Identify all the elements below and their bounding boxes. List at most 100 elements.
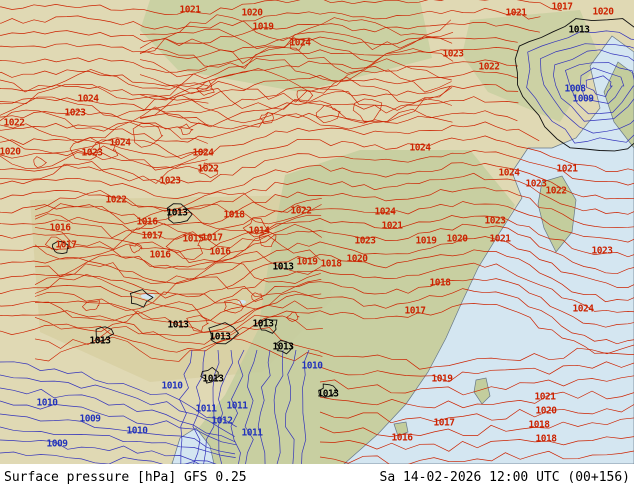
contour-line (208, 322, 240, 345)
contour-line (319, 436, 634, 452)
contour-line (34, 336, 323, 362)
contour-line (319, 390, 634, 409)
contour-line (289, 37, 305, 51)
contour-line (242, 217, 270, 238)
chart-valid-time: Sa 14-02-2026 12:00 UTC (00+156) (379, 469, 630, 485)
map-canvas (0, 0, 634, 464)
contour-line (0, 135, 634, 172)
terrain-layer (30, 0, 634, 464)
contour-line (0, 106, 209, 132)
contour-line (33, 156, 47, 168)
contour-line (540, 43, 634, 134)
contour-line (203, 349, 220, 464)
qinghai-lake (141, 293, 155, 299)
contour-line (526, 30, 634, 144)
contour-line (318, 383, 338, 398)
contour-line (166, 203, 193, 224)
contour-line (296, 89, 314, 103)
contour-line (89, 139, 119, 161)
contour-line (0, 84, 519, 114)
contour-line (273, 349, 284, 464)
isobars-high-pressure (0, 0, 634, 464)
contour-line (0, 150, 634, 186)
contour-line (0, 159, 208, 184)
bay-of-bengal-sea (171, 427, 215, 464)
contour-line (0, 215, 634, 258)
contour-line (52, 240, 69, 255)
contour-line (139, 28, 454, 50)
contour-line (0, 361, 237, 428)
contour-line (301, 349, 310, 464)
contour-line (0, 187, 634, 229)
contour-line (34, 235, 321, 263)
contour-line (139, 108, 453, 130)
contour-line (69, 137, 101, 161)
contour-line (514, 18, 634, 152)
taiwan-island (473, 377, 491, 405)
contour-line (129, 289, 154, 308)
korea-landmass (537, 175, 577, 253)
contour-line (217, 349, 233, 464)
contour-line (139, 68, 452, 95)
contour-line (0, 413, 236, 455)
contour-line (0, 162, 634, 200)
contour-line (0, 70, 519, 101)
contour-line (200, 366, 221, 384)
contour-line (139, 58, 452, 83)
contour-line (34, 273, 322, 298)
contour-line (0, 439, 217, 464)
surface-pressure-map: 1021 1020 1019 1024 1023 1022 1021 1017 1020 1024… (0, 0, 634, 464)
contour-line (585, 75, 613, 98)
contour-line (319, 404, 634, 424)
contour-line (0, 236, 634, 288)
contour-line (129, 243, 143, 254)
contour-line (34, 310, 323, 333)
contour-line (319, 361, 634, 383)
contour-line (165, 231, 203, 261)
contour-line (285, 349, 297, 464)
contour-line (139, 35, 453, 64)
contour-line (257, 349, 271, 464)
hainan-island (393, 421, 409, 437)
contour-line (139, 76, 453, 104)
contour-line (95, 326, 115, 342)
contour-line (319, 344, 634, 370)
contour-line (34, 251, 322, 278)
contour-line (34, 223, 322, 250)
contour-line (564, 62, 634, 115)
contour-line (34, 300, 323, 326)
contour-line (553, 49, 634, 122)
contour-line (186, 315, 209, 332)
contour-line (0, 172, 634, 215)
isobar-1013-reference (52, 18, 634, 398)
contour-line (0, 201, 634, 243)
contour-line (34, 203, 322, 225)
isobars-low-pressure (0, 30, 634, 464)
contour-line (177, 123, 194, 135)
contour-line (315, 105, 341, 124)
contour-line (319, 450, 634, 464)
chart-caption-bar: Surface pressure [hPa] GFS 0.25 Sa 14-02… (0, 464, 634, 490)
contour-line (251, 292, 264, 302)
contour-line (0, 278, 634, 328)
contour-line (0, 145, 207, 171)
contour-line (0, 288, 634, 345)
contour-line (0, 82, 209, 105)
contour-line (0, 94, 209, 118)
contour-line (199, 162, 218, 179)
contour-line (0, 426, 236, 458)
contour-line (0, 262, 634, 313)
contour-line (0, 59, 518, 88)
contour-line (259, 112, 274, 124)
contour-line (244, 349, 258, 464)
contour-line (259, 231, 277, 247)
contour-line (0, 7, 541, 30)
contour-line (0, 110, 518, 143)
contour-line (0, 69, 208, 93)
contour-line (0, 96, 519, 130)
contour-line (258, 318, 278, 334)
contour-line (81, 300, 101, 311)
contour-line (319, 375, 634, 396)
contour-line (0, 22, 540, 44)
contour-line (0, 0, 562, 15)
